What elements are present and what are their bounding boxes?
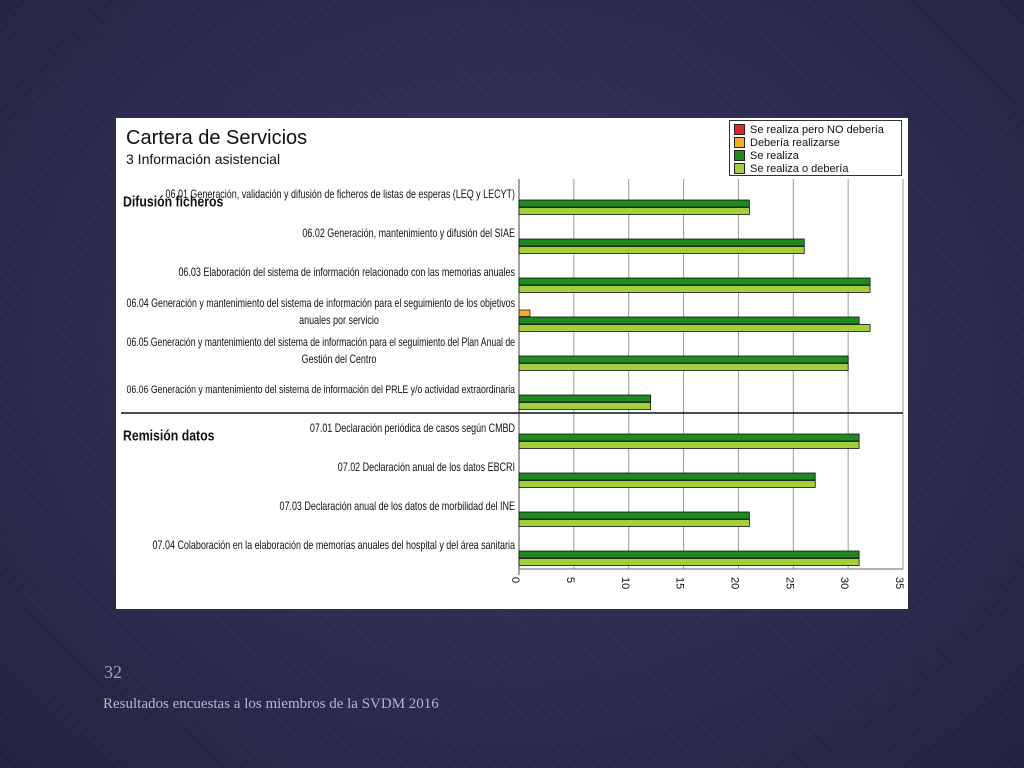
legend-label: Debería realizarse (750, 136, 840, 149)
legend-swatch (734, 150, 745, 161)
bar-se-realiza-o-deberia (518, 363, 849, 371)
x-tick-label: 10 (619, 577, 631, 589)
legend-item: Debería realizarse (734, 136, 897, 149)
x-tick-label: 20 (729, 577, 741, 589)
x-tick-label: 35 (893, 577, 905, 589)
category-label: 07.02 Declaración anual de los datos EBC… (338, 462, 515, 474)
category-label: 07.03 Declaración anual de los datos de … (280, 501, 516, 513)
bar-se-realiza-o-deberia (518, 519, 750, 527)
chart-legend: Se realiza pero NO debería Debería reali… (729, 120, 902, 176)
chart-svg: 06.01 Generación, validación y difusión … (121, 179, 905, 589)
legend-label: Se realiza o debería (750, 162, 849, 175)
bar-se-realiza-o-deberia (518, 285, 871, 293)
legend-swatch (734, 137, 745, 148)
category-label: 06.02 Generación, mantenimiento y difusi… (302, 228, 515, 240)
bar-se-realiza (518, 433, 860, 442)
bar-se-realiza-o-deberia (518, 558, 860, 566)
legend-label: Se realiza pero NO debería (750, 123, 884, 136)
bar-se-realiza-o-deberia (518, 246, 805, 254)
category-label: 06.06 Generación y mantenimiento del sis… (127, 384, 516, 396)
bar-se-realiza (518, 238, 805, 247)
bar-se-realiza (518, 394, 652, 403)
bar-se-realiza-o-deberia (518, 402, 652, 410)
slide-number: 32 (104, 662, 122, 682)
bar-se-realiza (518, 355, 849, 364)
x-tick-label: 5 (564, 577, 576, 583)
chart-subtitle: 3 Información asistencial (126, 151, 281, 167)
bar-deberia-realizarse (518, 309, 531, 317)
legend-item: Se realiza o debería (734, 162, 897, 175)
group-label: Difusión ficheros (123, 193, 224, 209)
category-label: 07.01 Declaración periódica de casos seg… (310, 423, 515, 435)
chart-panel: 06.01 Generación, validación y difusión … (116, 118, 908, 609)
legend-item: Se realiza (734, 149, 897, 162)
category-label: 07.04 Colaboración en la elaboración de … (153, 540, 516, 552)
category-label: 06.04 Generación y mantenimiento del sis… (127, 298, 515, 310)
bar-se-realiza (518, 550, 860, 559)
bar-se-realiza-o-deberia (518, 441, 860, 449)
legend-label: Se realiza (750, 149, 799, 162)
bar-se-realiza (518, 472, 816, 481)
bar-se-realiza-o-deberia (518, 480, 816, 488)
x-tick-label: 15 (674, 577, 686, 589)
legend-item: Se realiza pero NO debería (734, 123, 897, 136)
chart-title: Cartera de Servicios (126, 127, 308, 149)
bar-se-realiza (518, 277, 871, 286)
x-tick-label: 0 (509, 577, 521, 583)
x-tick-label: 30 (838, 577, 850, 589)
bar-se-realiza-o-deberia (518, 324, 871, 332)
category-label: 06.01 Generación, validación y difusión … (166, 189, 515, 201)
slide-footer: Resultados encuestas a los miembros de l… (103, 696, 439, 712)
legend-swatch (734, 124, 745, 135)
category-label: 06.03 Elaboración del sistema de informa… (178, 267, 515, 279)
bar-se-realiza (518, 199, 750, 208)
bar-se-realiza (518, 511, 750, 520)
group-label: Remisión datos (123, 427, 215, 443)
legend-swatch (734, 163, 745, 174)
category-label: Gestión del Centro (302, 354, 377, 366)
category-label: 06.05 Generación y mantenimiento del sis… (127, 337, 516, 349)
category-label: anuales por servicio (299, 315, 379, 327)
bar-se-realiza (518, 316, 860, 325)
bar-se-realiza-o-deberia (518, 207, 750, 215)
x-tick-label: 25 (783, 577, 795, 589)
